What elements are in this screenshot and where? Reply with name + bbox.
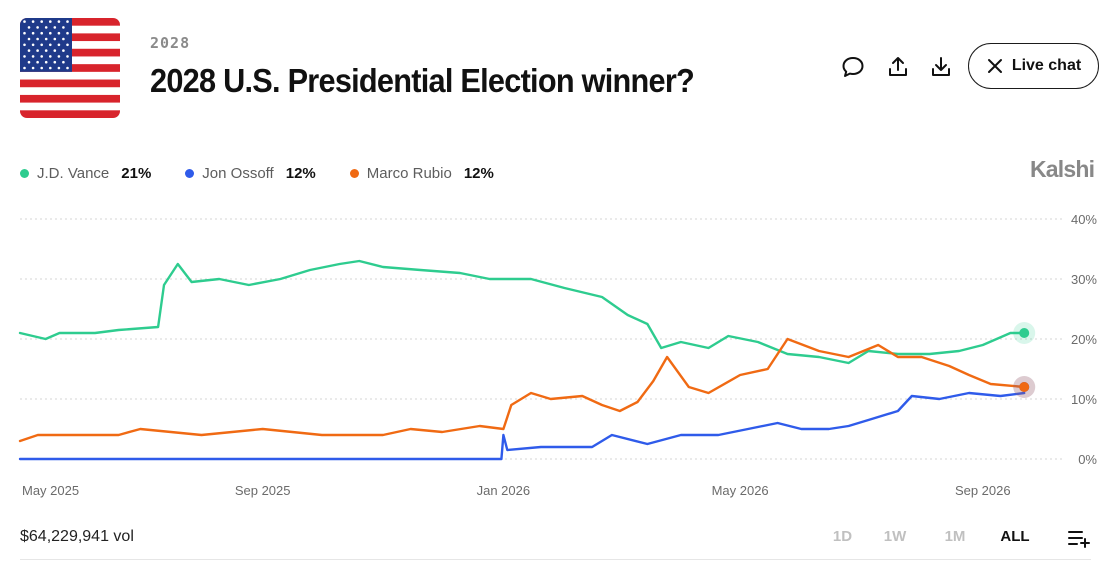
legend-item-ossoff[interactable]: Jon Ossoff 12% [185,165,316,182]
series-end-marker [1019,328,1030,338]
close-icon [987,59,1002,73]
y-tick-label: 40% [1071,212,1097,227]
us-flag-icon [20,18,120,118]
live-chat-label: Live chat [1011,57,1082,74]
category-label: 2028 [150,34,191,52]
list-add-icon[interactable] [1068,528,1090,548]
page-title: 2028 U.S. Presidential Election winner? [150,62,695,99]
x-tick-label: May 2026 [712,483,769,498]
legend-value: 21% [121,165,152,182]
legend-dot [349,169,359,178]
share-icon[interactable] [885,54,911,80]
brand-logo: Kalshi [1030,156,1095,182]
legend-item-rubio[interactable]: Marco Rubio 12% [349,165,494,182]
legend-item-vance[interactable]: J.D. Vance 21% [20,165,151,182]
range-all-button[interactable]: ALL [1000,528,1030,545]
x-tick-label: Sep 2025 [235,483,291,498]
x-tick-label: Jan 2026 [477,483,531,498]
legend-dot [185,169,195,178]
live-chat-button[interactable]: Live chat [968,43,1099,89]
download-icon[interactable] [928,54,954,80]
legend-name: J.D. Vance [37,165,110,182]
legend-name: Marco Rubio [366,165,452,182]
legend-name: Jon Ossoff [202,165,274,182]
x-tick-label: May 2025 [22,483,79,498]
price-chart[interactable]: 40% 30% 20% 10% 0% May 2025 Sep 2025 Jan 2026 Ma… [0,200,1111,510]
range-1w-button[interactable]: 1W [883,528,907,545]
legend-value: 12% [285,165,316,182]
comment-icon[interactable] [840,54,866,80]
y-tick-label: 30% [1071,272,1097,287]
legend-dot [20,169,29,178]
range-1d-button[interactable]: 1D [832,528,853,545]
y-tick-label: 0% [1078,452,1097,467]
y-tick-label: 20% [1071,332,1097,347]
series-line-j-d-vance [18,259,1026,365]
divider [20,559,1091,560]
y-tick-label: 10% [1071,392,1097,407]
x-tick-label: Sep 2026 [955,483,1011,498]
series-line-marco-rubio [18,337,1026,443]
volume-label: $64,229,941 vol [20,528,134,545]
range-1m-button[interactable]: 1M [944,528,966,545]
series-end-marker [1019,382,1030,392]
series-line-jon-ossoff [18,391,1026,461]
chart-legend: J.D. Vance 21% Jon Ossoff 12% Marco Rubi… [20,165,494,182]
range-selector: 1D 1W 1M ALL [820,528,1045,545]
legend-value: 12% [463,165,494,182]
